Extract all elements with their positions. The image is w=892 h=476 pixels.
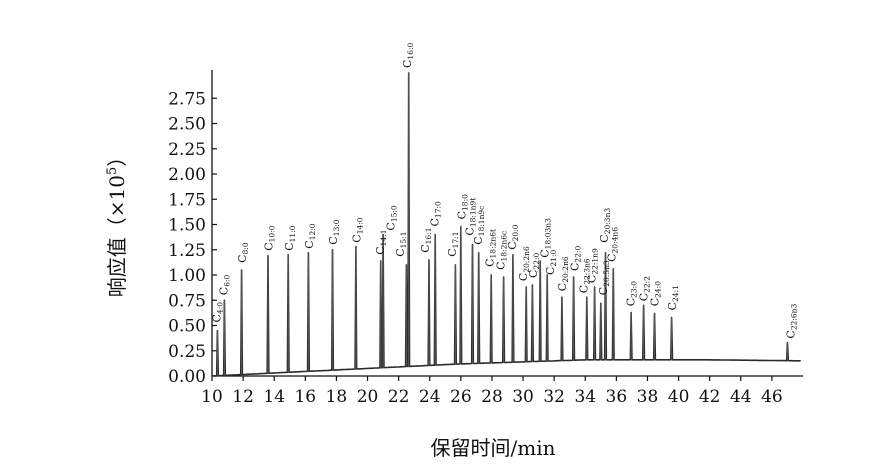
peak-label: C22:0 [527,253,541,278]
peak-label: C15:1 [394,232,408,257]
chromatogram-trace [211,72,801,377]
peak-label: C20:0 [506,224,520,249]
peak-label: C22:0 [568,246,582,271]
peak-label: C16:0 [401,43,415,68]
peak-label: C22:1n9 [585,248,599,283]
peak-label: C8:0 [236,242,250,263]
x-tick-label: 16 [294,387,316,407]
axes [211,70,803,381]
peak-label: C20:4n6 [606,227,620,262]
y-tick-labels: 0.00 0.25 0.50 0.75 1.00 1.25 1.50 1.75 2.00 2.25… [168,89,206,387]
x-tick-label: 42 [699,387,721,407]
x-axis-title: 保留时间/min [431,436,556,460]
peak-label: C22:3n6 [578,258,592,293]
x-tick-label: 14 [263,387,285,407]
y-axis-title: 响应值（×105） [105,147,129,298]
peak-label: C6:0 [218,274,232,295]
x-tick-label: 38 [637,387,659,407]
peak-labels: C4:0 C6:0 C8:0 C10:0 C11:0 C12:0 C13:0 C14:0 C14… [211,43,799,339]
peak-label: C18:1n9c [472,206,486,245]
x-tick-labels: 10 12 14 16 18 20 22 24 26 28 30 32 34 36 38 40 42 44 46 [201,387,783,407]
x-tick-label: 28 [481,387,503,407]
peak-label: C22:6n3 [784,304,798,339]
peak-label: C24:0 [648,281,662,306]
y-tick-label: 0.50 [168,317,206,337]
peak-label: C18:1n9t [463,198,477,236]
peak-label: C10:0 [263,225,277,250]
y-tick-label: 1.50 [168,216,206,236]
peak-label: C12:0 [303,223,317,248]
y-tick-label: 1.25 [168,241,206,261]
y-tick-label: 2.50 [168,115,206,135]
peak-label: C20:5n3 [597,260,611,295]
x-tick-label: 24 [419,387,441,407]
x-tick-label: 22 [388,387,410,407]
y-axis-title-exponent: 5 [105,167,120,175]
peak-label: C24:1 [666,285,680,310]
y-tick-label: 2.75 [168,89,206,109]
x-tick-label: 20 [357,387,379,407]
y-tick-label: 1.00 [168,266,206,286]
peak-label: C14:1 [374,230,388,255]
y-tick-label: 2.00 [168,165,206,185]
y-axis-title-suffix: ） [105,147,129,167]
peak-label: C22:2 [638,276,652,301]
peak-label: C15:0 [385,205,399,230]
peak-label: C18:2n6c [494,231,508,270]
peak-label: C13:0 [327,219,341,244]
peak-label: C16:1 [419,228,433,253]
x-tick-label: 44 [730,387,752,407]
peak-label: C18:2n6t [484,229,498,267]
y-tick-label: 1.75 [168,190,206,210]
x-tick-label: 26 [450,387,472,407]
peak-label: C21:0 [544,250,558,275]
chromatogram-line [211,72,801,377]
peak-label: C20:3n3 [598,208,612,243]
y-tick-label: 2.25 [168,140,206,160]
x-tick-label: 18 [326,387,348,407]
peak-label: C11:0 [283,225,297,250]
x-tick-label: 46 [761,387,783,407]
peak-label: C18:03n3 [539,218,553,258]
peak-label: C17:1 [446,232,460,257]
y-tick-label: 0.25 [168,342,206,362]
y-axis-title-prefix: 响应值（×10 [105,175,129,297]
x-tick-label: 30 [512,387,534,407]
y-tick-label: 0.75 [168,291,206,311]
peak-label: C14:0 [351,217,365,242]
x-tick-label: 12 [232,387,254,407]
x-tick-label: 10 [201,387,223,407]
peak-label: C20:2n6 [556,256,570,291]
peak-label: C23:0 [624,281,638,306]
peak-label: C20:2n6 [517,246,531,281]
peak-label: C17:0 [428,201,442,226]
x-tick-label: 36 [606,387,628,407]
peak-label: C18:0 [456,194,470,219]
x-tick-label: 34 [574,387,596,407]
x-tick-label: 32 [543,387,565,407]
y-tick-label: 0.00 [168,367,206,387]
peak-label: C4:0 [211,302,225,323]
x-tick-label: 40 [668,387,690,407]
